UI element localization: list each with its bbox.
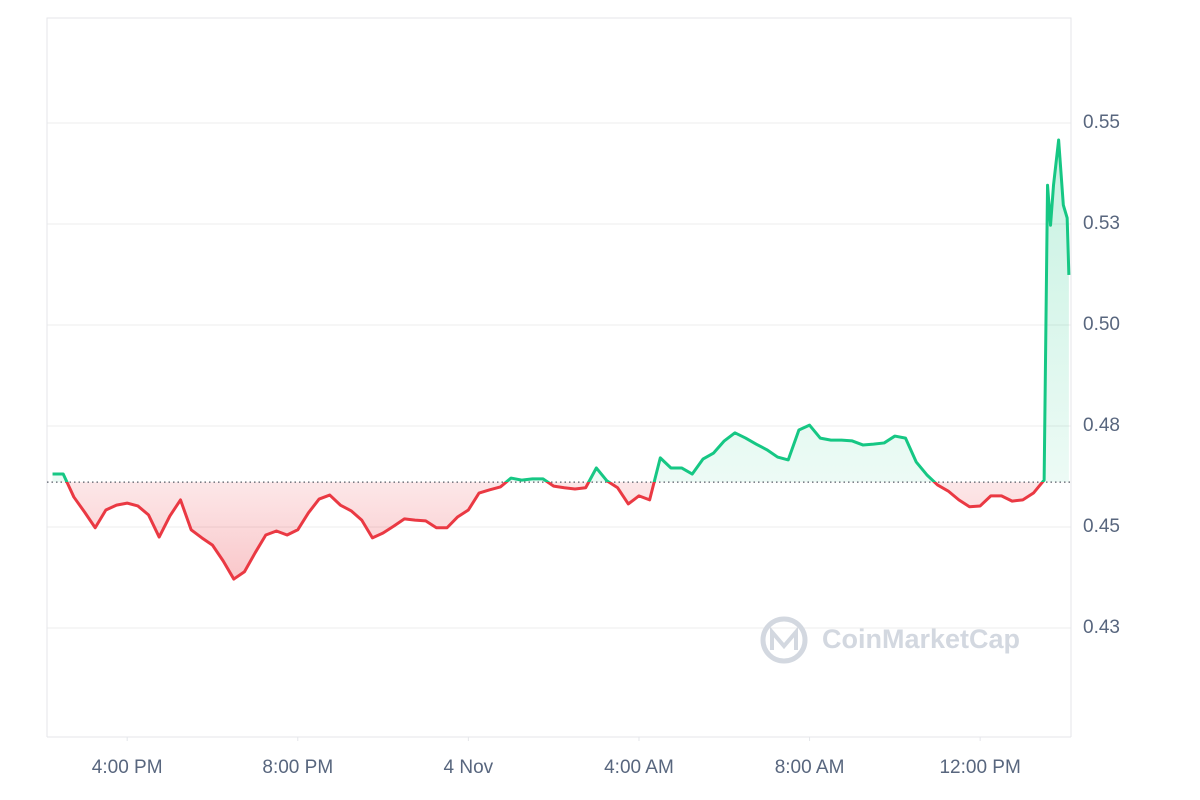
y-tick-label: 0.53 [1083, 213, 1120, 234]
plot-frame [46, 17, 1072, 737]
y-tick-label: 0.48 [1083, 415, 1120, 436]
y-tick-label: 0.43 [1083, 617, 1120, 638]
y-tick-label: 0.50 [1083, 314, 1120, 335]
price-line [52, 138, 1071, 581]
watermark-logo [760, 616, 808, 664]
x-tick-label: 8:00 AM [775, 757, 845, 778]
x-tick-label: 4:00 AM [604, 757, 674, 778]
watermark: CoinMarketCap [760, 616, 1020, 664]
watermark-text: CoinMarketCap [822, 624, 1020, 654]
x-tick-label: 12:00 PM [939, 757, 1020, 778]
x-tick-label: 4 Nov [444, 757, 494, 778]
area-fill [52, 139, 1069, 580]
y-tick-label: 0.55 [1083, 112, 1120, 133]
grid [47, 122, 1071, 629]
x-tick-label: 4:00 PM [92, 757, 163, 778]
watermark-logo-mark [770, 626, 798, 650]
plot [47, 138, 1071, 581]
x-tick-label: 8:00 PM [262, 757, 333, 778]
y-tick-label: 0.45 [1083, 516, 1120, 537]
